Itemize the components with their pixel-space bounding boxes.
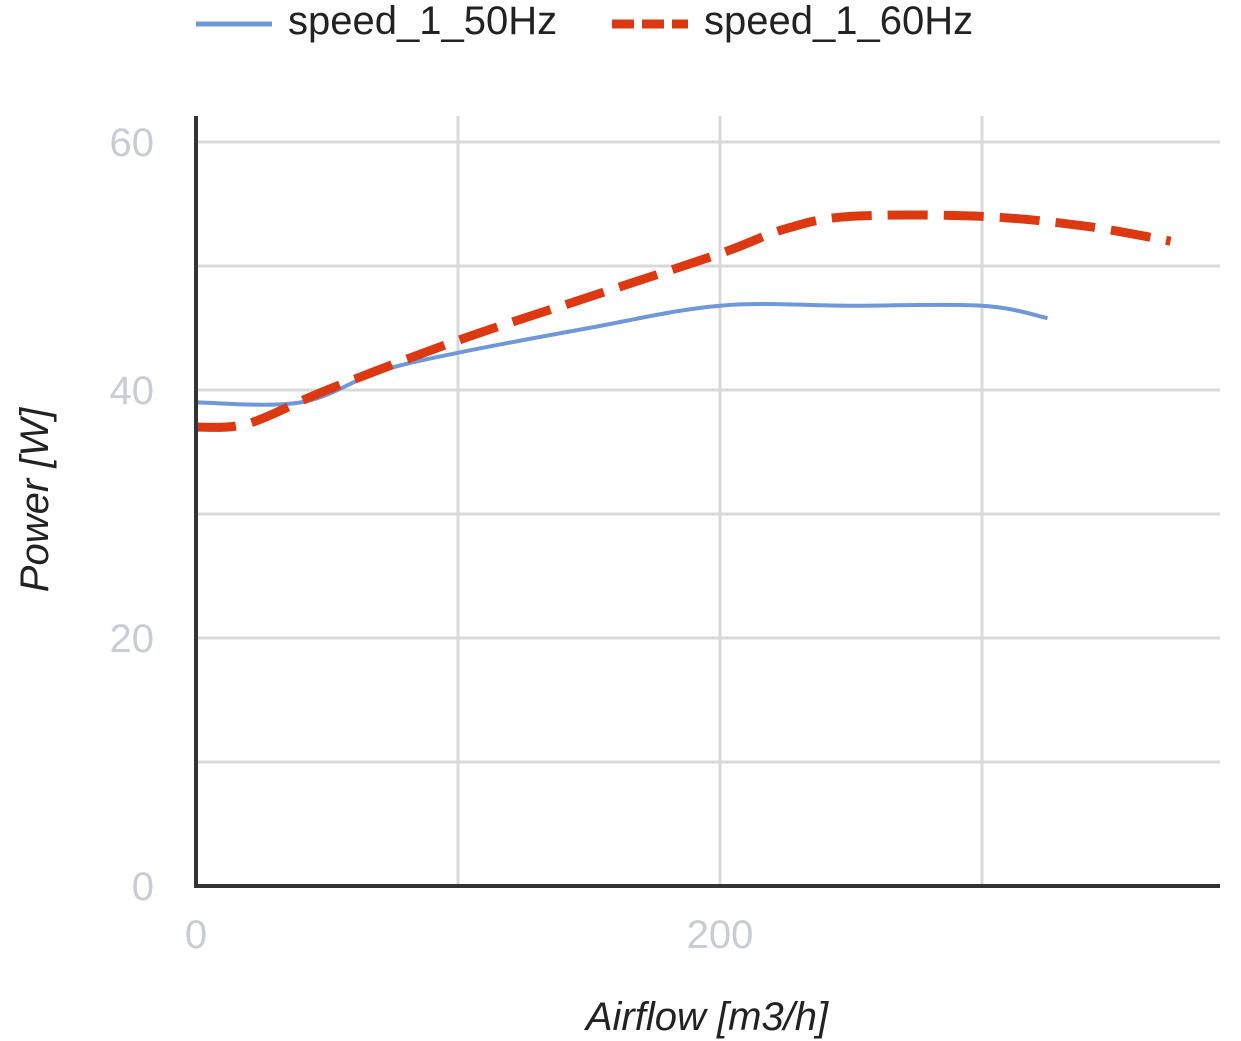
y-tick-label: 0 <box>132 865 154 909</box>
axes <box>194 116 1220 888</box>
x-axis-title: Airflow [m3/h] <box>584 995 829 1039</box>
legend-label-2: speed_1_60Hz <box>704 0 973 43</box>
y-tick-label: 40 <box>110 369 155 413</box>
x-tick-label: 0 <box>185 913 207 957</box>
x-tick-label: 200 <box>687 913 754 957</box>
gridlines <box>196 116 1220 886</box>
y-axis-title: Power [W] <box>13 407 57 592</box>
tick-labels: 0 20 40 60 0 200 <box>110 121 754 957</box>
y-tick-label: 60 <box>110 121 155 165</box>
y-tick-label: 20 <box>110 617 155 661</box>
legend: speed_1_50Hz speed_1_60Hz <box>196 0 973 43</box>
series-line-2 <box>195 210 1172 432</box>
series-lines <box>195 210 1172 432</box>
legend-label-1: speed_1_50Hz <box>288 0 557 43</box>
